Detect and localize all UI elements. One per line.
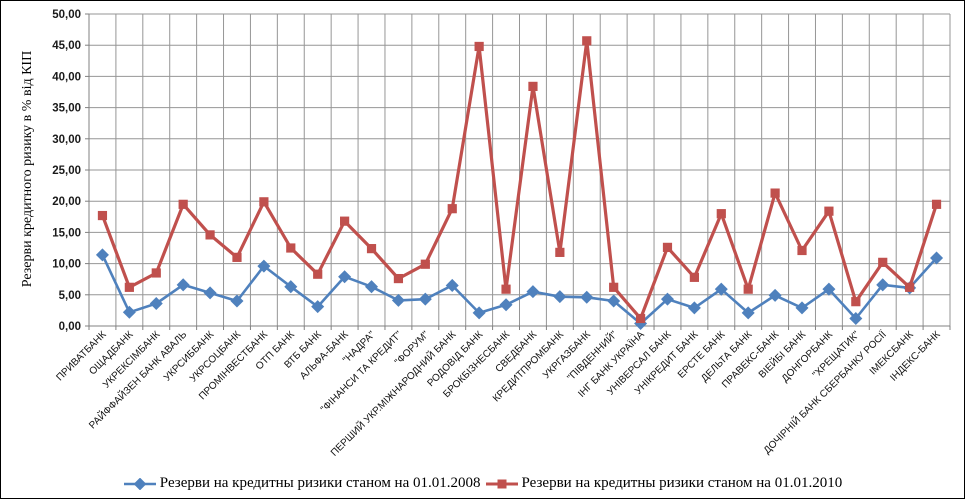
data-point [768,288,782,302]
data-point [716,209,726,219]
data-point [580,290,594,304]
data-point [230,294,244,308]
legend-item-2010: Резерви на кредитны ризики станом на 01.… [485,475,843,492]
data-point [393,273,404,284]
data-point [905,282,915,292]
data-point [366,244,377,254]
data-point [741,306,755,320]
data-point [555,247,565,257]
data-point [930,251,944,265]
data-point [526,285,540,299]
data-point [528,81,538,91]
legend-label-2010: Резерви на кредитны ризики станом на 01.… [521,475,843,491]
data-point [687,301,701,315]
series-line-0 [101,254,938,325]
data-point [365,280,379,294]
data-point [851,297,861,307]
data-point [418,292,432,306]
data-point [607,294,621,308]
data-point [797,245,807,256]
y-tick-label: 10,00 [52,259,81,271]
data-point [770,188,780,198]
data-point [286,243,296,253]
data-point [474,41,484,52]
y-tick-label: 35,00 [52,103,81,115]
data-point [338,270,352,284]
y-tick-label: 20,00 [52,196,81,208]
y-tick-label: 45,00 [52,40,81,52]
data-point [472,306,486,320]
data-point [391,293,405,307]
y-tick-label: 40,00 [52,71,81,83]
data-point [95,248,109,262]
data-point [420,259,430,269]
data-point [689,272,699,282]
y-tick-label: 30,00 [52,134,81,146]
data-point [447,204,457,214]
y-tick-label: 50,00 [52,9,81,21]
data-point [795,301,809,315]
y-tick-label: 15,00 [52,227,81,239]
data-point [824,206,834,216]
y-tick-label: 5,00 [59,290,81,302]
data-point [445,278,459,292]
legend-diamond-marker-icon [123,477,156,490]
data-point [205,230,215,240]
data-point [176,278,190,292]
data-point [714,282,728,296]
legend-square-marker-icon [485,479,518,488]
x-axis-label: ІНДЕКС-БАНК [888,329,942,383]
data-point [313,269,323,279]
data-point [232,252,242,262]
data-point [876,278,890,292]
data-point [311,300,325,314]
data-point [499,298,513,312]
y-axis-title: Резерви кредитного ризику в % від КІП [20,50,35,288]
y-tick-label: 0,00 [59,321,81,333]
data-point [822,282,836,296]
data-point [553,290,567,304]
data-point [878,257,888,267]
data-point [284,280,298,294]
data-point [609,282,619,292]
data-point [151,268,161,278]
legend-item-2008: Резерви на кредитны ризики станом на 01.… [123,475,481,492]
data-point [257,259,271,273]
data-point [582,36,592,46]
series-line-1 [101,39,939,321]
data-point [259,197,269,207]
data-point [122,305,136,319]
data-point [178,199,188,209]
data-point [743,284,753,294]
data-point [635,313,646,324]
data-point [97,210,108,221]
data-point [149,297,163,311]
data-point [660,292,674,306]
y-tick-label: 25,00 [52,165,81,177]
data-point [849,312,863,326]
data-point [931,199,942,209]
data-point [203,286,217,300]
data-point [124,282,134,292]
legend-label-2008: Резерви на кредитны ризики станом на 01.… [159,475,481,491]
data-point [662,242,673,252]
data-point [340,216,350,226]
data-point [501,284,511,294]
chart-legend: Резерви на кредитны ризики станом на 01.… [1,475,964,492]
